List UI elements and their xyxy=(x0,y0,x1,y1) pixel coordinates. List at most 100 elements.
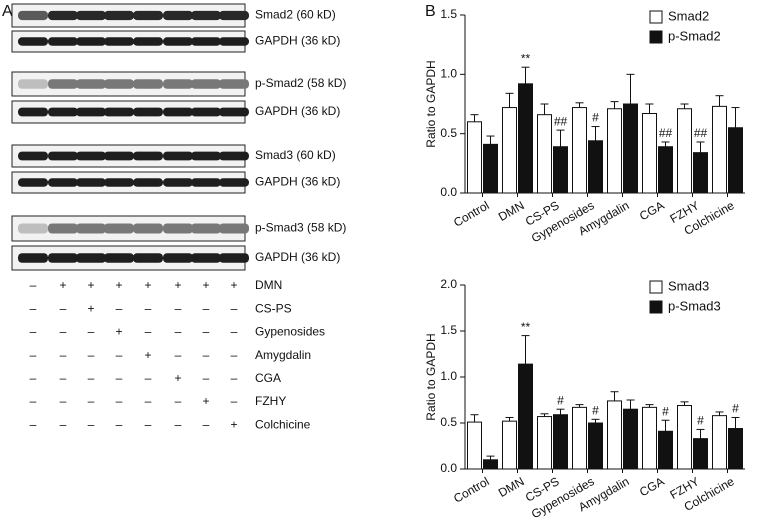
blot-band xyxy=(219,223,249,234)
treatment-sign: – xyxy=(231,371,238,385)
significance: # xyxy=(697,414,704,428)
treatment-label: CGA xyxy=(255,371,281,385)
blot-band xyxy=(48,253,78,263)
blot-band xyxy=(48,37,78,46)
blot-band xyxy=(219,151,249,161)
treatment-sign: – xyxy=(116,301,123,315)
bar xyxy=(483,459,498,470)
bar xyxy=(677,108,692,194)
bar xyxy=(572,107,587,194)
treatment-label: Gypenosides xyxy=(255,325,325,339)
y-tick-label: 1.5 xyxy=(440,323,457,337)
bar xyxy=(518,83,533,194)
treatment-sign: – xyxy=(175,417,182,431)
bar xyxy=(623,103,638,194)
legend-label: p-Smad3 xyxy=(668,298,721,313)
y-tick-label: 1.0 xyxy=(440,369,457,383)
x-tick-label: Control xyxy=(451,474,492,505)
legend-label: Smad3 xyxy=(668,278,709,293)
treatment-sign: – xyxy=(88,417,95,431)
treatment-sign: – xyxy=(30,348,37,362)
significance: # xyxy=(557,393,564,407)
y-axis-label: Ratio to GAPDH xyxy=(424,60,438,147)
treatment-sign: – xyxy=(116,394,123,408)
treatment-sign: – xyxy=(88,325,95,339)
blot-band xyxy=(48,223,78,234)
treatment-sign: + xyxy=(115,325,122,339)
blot-band xyxy=(48,151,78,161)
treatment-sign: – xyxy=(231,394,238,408)
significance: ## xyxy=(694,126,708,140)
bar xyxy=(658,146,673,194)
y-tick-label: 0.0 xyxy=(440,461,457,475)
treatment-sign: – xyxy=(203,348,210,362)
blot-band xyxy=(18,79,48,89)
bar xyxy=(607,400,622,470)
blot-label: GAPDH (36 kD) xyxy=(255,34,340,48)
blot-band xyxy=(133,253,163,263)
treatment-sign: – xyxy=(203,325,210,339)
significance: # xyxy=(592,111,599,125)
treatment-sign: – xyxy=(145,301,152,315)
y-tick-label: 0.5 xyxy=(440,415,457,429)
treatment-sign: – xyxy=(30,394,37,408)
blot-band xyxy=(18,10,48,21)
blot-band xyxy=(191,37,221,46)
blot-band xyxy=(191,151,221,161)
y-tick-label: 1.0 xyxy=(440,67,457,81)
blot-label: Smad2 (60 kD) xyxy=(255,8,336,22)
bar xyxy=(518,363,533,470)
bar xyxy=(658,430,673,470)
treatment-sign: – xyxy=(231,301,238,315)
blot-band xyxy=(163,37,193,46)
legend-label: Smad2 xyxy=(668,8,709,23)
x-tick-label: CGA xyxy=(637,474,667,499)
bar xyxy=(642,406,657,470)
blot-band xyxy=(191,253,221,263)
blot-band xyxy=(163,79,193,89)
blot-band xyxy=(163,10,193,21)
bar xyxy=(537,114,552,194)
bar xyxy=(677,405,692,470)
bar xyxy=(467,421,482,470)
bar xyxy=(483,143,498,194)
bar xyxy=(467,121,482,194)
treatment-sign: + xyxy=(59,278,66,292)
blot-band xyxy=(133,37,163,46)
treatment-label: DMN xyxy=(255,278,282,292)
blot-label: GAPDH (36 kD) xyxy=(255,250,340,264)
treatment-sign: – xyxy=(145,371,152,385)
treatment-sign: – xyxy=(60,417,67,431)
treatment-label: CS-PS xyxy=(255,301,292,315)
bar xyxy=(623,408,638,470)
significance: ** xyxy=(521,51,531,65)
treatment-sign: – xyxy=(30,301,37,315)
blot-band xyxy=(191,10,221,21)
treatment-sign: + xyxy=(230,278,237,292)
blot-band xyxy=(163,107,193,117)
blot-band xyxy=(104,37,134,46)
treatment-sign: + xyxy=(87,301,94,315)
blot-band xyxy=(18,178,48,187)
blot-band xyxy=(104,10,134,21)
blot-band xyxy=(133,107,163,117)
bar xyxy=(728,127,743,194)
bar xyxy=(712,105,727,194)
significance: ## xyxy=(659,126,673,140)
blot-label: GAPDH (36 kD) xyxy=(255,175,340,189)
legend-swatch xyxy=(649,10,663,24)
blot-band xyxy=(76,37,106,46)
bar xyxy=(588,140,603,194)
blot-band xyxy=(76,10,106,21)
blot-band xyxy=(76,79,106,89)
treatment-sign: – xyxy=(116,348,123,362)
bar xyxy=(588,422,603,470)
blot-band xyxy=(219,10,249,21)
treatment-sign: – xyxy=(145,325,152,339)
treatment-sign: + xyxy=(202,394,209,408)
blot-band xyxy=(104,107,134,117)
bar xyxy=(712,415,727,470)
treatment-sign: – xyxy=(60,325,67,339)
blot-band xyxy=(104,253,134,263)
blot-band xyxy=(48,178,78,187)
